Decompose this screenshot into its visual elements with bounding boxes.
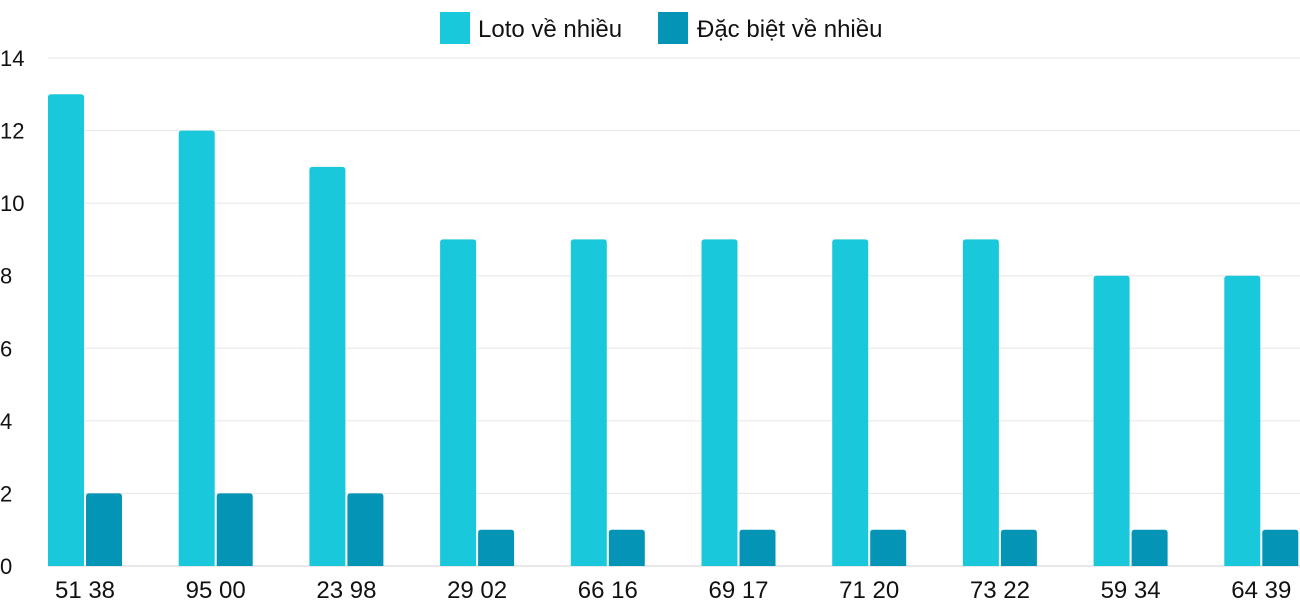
legend-label-dac-biet: Đặc biệt về nhiều bbox=[697, 16, 882, 43]
x-category-label: 29 02 bbox=[447, 577, 507, 600]
y-tick-label: 10 bbox=[0, 191, 24, 216]
bar-dac-biet-64-39 bbox=[1262, 529, 1299, 566]
bar-dac-biet-59-34 bbox=[1131, 529, 1168, 566]
legend-swatch-dac-biet bbox=[658, 12, 688, 44]
bar-loto-73-22 bbox=[962, 239, 999, 566]
x-category-label: 71 20 bbox=[839, 577, 899, 600]
x-category-label: 64 39 bbox=[1231, 577, 1291, 600]
legend-label-loto: Loto về nhiều bbox=[478, 16, 622, 43]
bar-dac-biet-95-00 bbox=[216, 493, 253, 566]
bar-loto-71-20 bbox=[832, 239, 869, 566]
bar-dac-biet-51-38 bbox=[86, 493, 122, 566]
legend: Loto về nhiều Đặc biệt về nhiều bbox=[440, 12, 882, 44]
x-category-label: 23 98 bbox=[316, 577, 376, 600]
bar-dac-biet-29-02 bbox=[478, 529, 515, 566]
x-category-label: 69 17 bbox=[708, 577, 768, 600]
y-tick-label: 0 bbox=[0, 554, 12, 579]
bar-dac-biet-23-98 bbox=[347, 493, 384, 566]
bar-loto-29-02 bbox=[440, 239, 477, 566]
bars bbox=[48, 94, 1299, 567]
y-tick-label: 14 bbox=[0, 46, 24, 71]
y-tick-label: 2 bbox=[0, 481, 12, 506]
x-category-label: 95 00 bbox=[186, 577, 246, 600]
bar-dac-biet-71-20 bbox=[870, 529, 907, 566]
bar-loto-59-34 bbox=[1093, 275, 1130, 566]
gridlines bbox=[48, 57, 1300, 567]
bar-dac-biet-69-17 bbox=[739, 529, 776, 566]
y-tick-label: 12 bbox=[0, 119, 24, 144]
legend-swatch-loto bbox=[440, 12, 470, 44]
bar-loto-66-16 bbox=[570, 239, 607, 566]
bar-loto-69-17 bbox=[701, 239, 738, 566]
x-category-label: 59 34 bbox=[1101, 577, 1161, 600]
bar-loto-23-98 bbox=[309, 166, 346, 566]
x-axis-category-labels: 51 38 95 00 23 98 29 02 66 16 69 17 71 20 73 22… bbox=[55, 577, 1291, 600]
bar-loto-64-39 bbox=[1224, 275, 1261, 566]
y-axis-tick-labels: 0 2 4 6 8 10 12 14 bbox=[0, 46, 24, 579]
bar-loto-95-00 bbox=[178, 130, 215, 567]
x-category-label: 66 16 bbox=[578, 577, 638, 600]
bar-loto-51-38 bbox=[48, 94, 84, 567]
x-category-label: 73 22 bbox=[970, 577, 1030, 600]
y-tick-label: 4 bbox=[0, 409, 12, 434]
y-tick-label: 6 bbox=[0, 336, 12, 361]
x-category-label: 51 38 bbox=[55, 577, 115, 600]
bar-dac-biet-73-22 bbox=[1000, 529, 1037, 566]
y-tick-label: 8 bbox=[0, 264, 12, 289]
bar-dac-biet-66-16 bbox=[608, 529, 645, 566]
